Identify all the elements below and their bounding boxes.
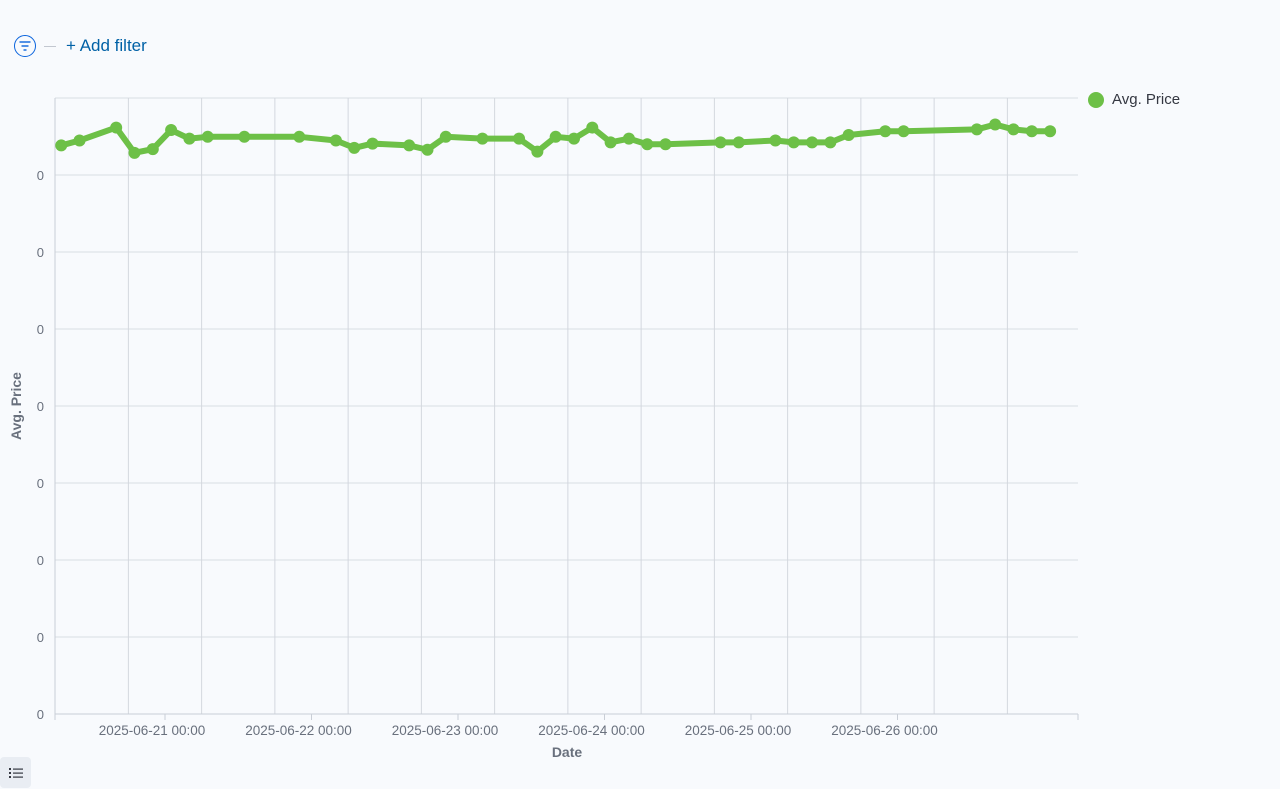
chart-axes	[54, 98, 1079, 720]
y-tick-label: 0	[37, 630, 44, 645]
x-axis-tick-labels: 2025-06-21 00:00 2025-06-22 00:00 2025-06-…	[99, 714, 938, 738]
legend-color-dot	[1088, 91, 1104, 108]
data-point[interactable]	[549, 130, 562, 143]
data-point[interactable]	[659, 138, 672, 151]
data-point[interactable]	[604, 136, 617, 149]
data-point[interactable]	[110, 121, 123, 134]
data-point[interactable]	[879, 125, 892, 138]
data-point[interactable]	[531, 145, 544, 158]
chart-grid	[55, 97, 1078, 715]
data-point[interactable]	[769, 134, 782, 147]
x-tick-label: 2025-06-24 00:00	[538, 723, 645, 738]
data-point[interactable]	[348, 141, 361, 154]
filter-bar: + Add filter	[14, 33, 147, 59]
y-axis-title: Avg. Price	[8, 372, 24, 440]
series-avg-price	[55, 118, 1057, 159]
data-point[interactable]	[1025, 125, 1038, 138]
data-point[interactable]	[55, 139, 68, 152]
data-point[interactable]	[201, 130, 214, 143]
data-point[interactable]	[787, 136, 800, 149]
y-tick-label: 0	[37, 168, 44, 183]
data-point[interactable]	[421, 143, 434, 156]
y-tick-label: 0	[37, 476, 44, 491]
y-tick-label: 0	[37, 707, 44, 722]
data-point[interactable]	[476, 132, 489, 145]
x-tick-label: 2025-06-23 00:00	[392, 723, 499, 738]
y-axis-tick-labels: 0 0 0 0 0 0 0 0	[37, 168, 44, 722]
data-point[interactable]	[824, 136, 837, 149]
y-tick-label: 0	[37, 399, 44, 414]
data-point[interactable]	[183, 132, 196, 145]
legend-label: Avg. Price	[1112, 91, 1181, 108]
add-filter-button[interactable]: + Add filter	[66, 36, 147, 55]
data-point[interactable]	[329, 134, 342, 147]
data-point[interactable]	[1007, 123, 1020, 136]
data-point[interactable]	[128, 146, 141, 159]
data-point[interactable]	[989, 118, 1002, 131]
x-tick-label: 2025-06-21 00:00	[99, 723, 206, 738]
data-point[interactable]	[732, 136, 745, 149]
data-point[interactable]	[293, 130, 306, 143]
x-tick-label: 2025-06-22 00:00	[245, 723, 352, 738]
x-tick-label: 2025-06-25 00:00	[685, 723, 792, 738]
filter-icon[interactable]	[14, 35, 36, 57]
x-tick-label: 2025-06-26 00:00	[831, 723, 938, 738]
y-tick-label: 0	[37, 322, 44, 337]
data-point[interactable]	[842, 128, 855, 141]
data-point[interactable]	[513, 132, 526, 145]
y-tick-label: 0	[37, 553, 44, 568]
data-point[interactable]	[238, 130, 251, 143]
data-point[interactable]	[146, 143, 159, 156]
data-point[interactable]	[806, 136, 819, 149]
data-point[interactable]	[366, 137, 379, 150]
data-point[interactable]	[403, 139, 416, 152]
data-point[interactable]	[1044, 125, 1057, 138]
data-point[interactable]	[439, 130, 452, 143]
data-point[interactable]	[714, 136, 727, 149]
data-point[interactable]	[897, 125, 910, 138]
list-icon[interactable]	[0, 757, 31, 788]
filter-divider	[44, 45, 56, 47]
y-tick-label: 0	[37, 245, 44, 260]
data-point[interactable]	[73, 134, 86, 147]
data-point[interactable]	[165, 124, 178, 137]
data-point[interactable]	[622, 132, 635, 145]
series-line	[58, 121, 1054, 156]
x-axis-title: Date	[552, 744, 583, 760]
legend-item[interactable]: Avg. Price	[1088, 91, 1180, 108]
data-point[interactable]	[641, 138, 654, 151]
data-point[interactable]	[970, 123, 983, 136]
data-point[interactable]	[567, 132, 580, 145]
data-point[interactable]	[586, 121, 599, 134]
